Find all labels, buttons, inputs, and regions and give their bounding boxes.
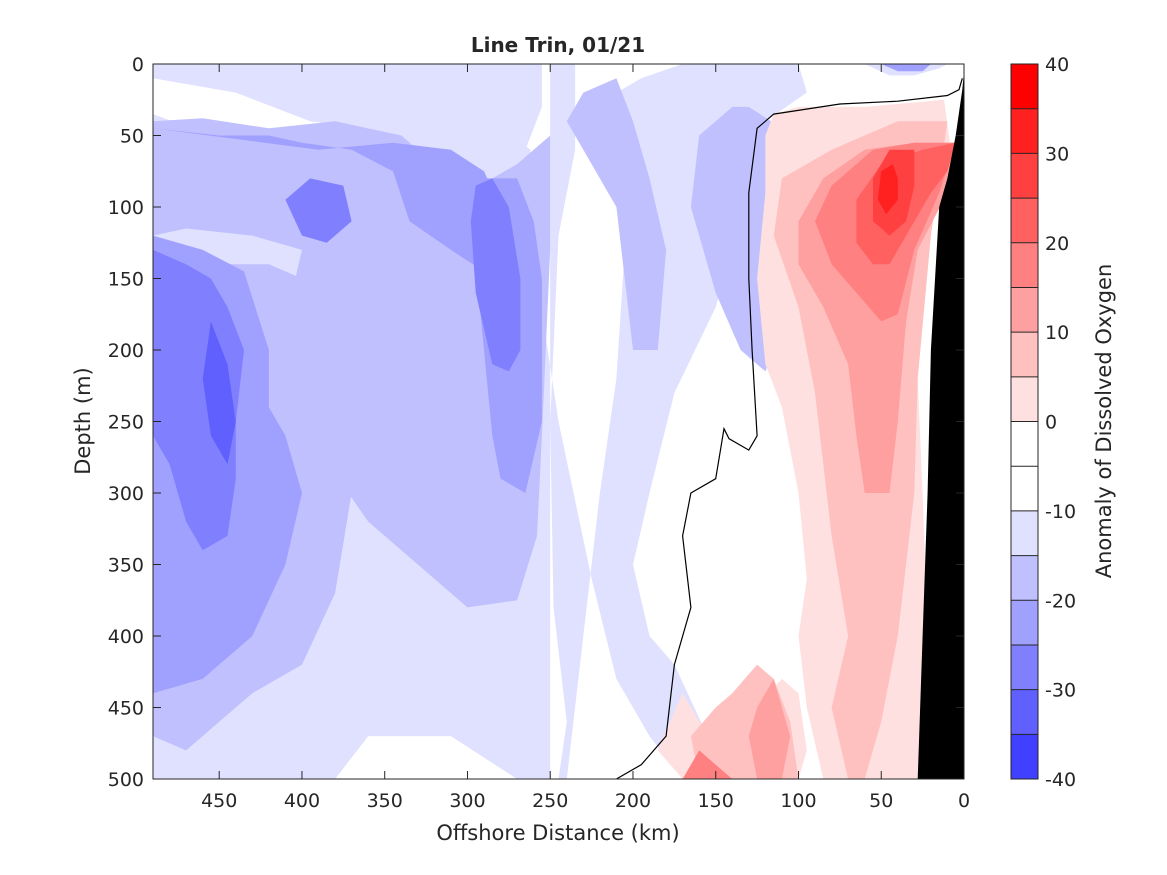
x-axis: 450 400 350 300 250 200 150 100 50 0 <box>201 64 970 812</box>
colorbar-tick-label: -20 <box>1045 590 1076 612</box>
y-tick-label: 50 <box>120 126 144 148</box>
colorbar-tick-label: 0 <box>1045 412 1057 434</box>
colorbar-tick-label: 20 <box>1045 233 1069 255</box>
contour-region-3 <box>566 78 667 351</box>
colorbar-band <box>1011 108 1038 154</box>
contour-region-25 <box>877 164 898 215</box>
colorbar-band <box>1011 153 1038 199</box>
colorbar-band <box>1011 555 1038 601</box>
colorbar-band <box>1011 287 1038 333</box>
x-tick-label: 200 <box>615 790 651 812</box>
x-tick-label: 300 <box>449 790 485 812</box>
zero-contour-layer <box>616 78 963 779</box>
y-tick-label: 350 <box>108 555 144 577</box>
contour-region-10 <box>470 178 521 372</box>
y-tick-label: 200 <box>108 340 144 362</box>
colorbar-band <box>1011 332 1038 377</box>
colorbar-tick-label: -30 <box>1045 680 1076 702</box>
x-tick-label: 350 <box>367 790 403 812</box>
x-tick-label: 400 <box>284 790 320 812</box>
colorbar-frame <box>1010 63 1039 780</box>
y-tick-label: 150 <box>108 269 144 291</box>
colorbar-tick-label: -10 <box>1045 501 1076 523</box>
colorbar-band <box>1011 734 1038 779</box>
colorbar-tick-label: -40 <box>1045 769 1076 791</box>
y-tick-label: 500 <box>108 769 144 791</box>
chart-title: Line Trin, 01/21 <box>471 33 645 57</box>
colorbar-band <box>1011 689 1038 735</box>
colorbar-tick-label: 30 <box>1045 143 1069 165</box>
contour-region-6 <box>153 128 501 279</box>
contour-fill-layer <box>153 64 956 779</box>
colorbar-tick-label: 10 <box>1045 322 1069 344</box>
x-tick-label: 150 <box>698 790 734 812</box>
y-tick-label: 100 <box>108 197 144 219</box>
colorbar-band <box>1011 421 1038 467</box>
colorbar-band <box>1011 644 1038 690</box>
colorbar-band <box>1011 64 1038 109</box>
y-tick-label: 400 <box>108 626 144 648</box>
contour-region-22 <box>682 750 733 779</box>
colorbar-band <box>1011 600 1038 645</box>
x-axis-label: Offshore Distance (km) <box>436 821 679 845</box>
colorbar-band <box>1011 376 1038 422</box>
y-tick-label: 250 <box>108 412 144 434</box>
bathymetry-layer <box>917 71 964 779</box>
colorbar: 40 30 20 10 0 -10 -20 -30 -40 <box>1010 54 1076 791</box>
x-tick-label: 0 <box>958 790 970 812</box>
contour-region-14 <box>881 64 931 72</box>
colorbar-band <box>1011 466 1038 511</box>
y-tick-label: 450 <box>108 698 144 720</box>
contour-region-11 <box>153 249 244 551</box>
colorbar-band <box>1011 242 1038 288</box>
x-tick-label: 100 <box>780 790 816 812</box>
colorbar-label: Anomaly of Dissolved Oxygen <box>1092 264 1116 579</box>
contour-region-20 <box>748 678 791 779</box>
y-tick-label: 0 <box>132 54 144 76</box>
seafloor-bathymetry <box>917 71 964 779</box>
x-tick-label: 250 <box>532 790 568 812</box>
y-axis: 0 50 100 150 200 250 300 350 400 450 500 <box>108 54 964 791</box>
contour-region-9 <box>285 178 352 243</box>
colorbar-band <box>1011 198 1038 243</box>
contour-region-12 <box>202 321 236 465</box>
zero-contour-line <box>616 78 963 779</box>
colorbar-tick-label: 40 <box>1045 54 1069 76</box>
y-axis-label: Depth (m) <box>71 367 95 474</box>
colorbar-band <box>1011 510 1038 556</box>
x-tick-label: 450 <box>201 790 237 812</box>
y-tick-label: 300 <box>108 483 144 505</box>
x-tick-label: 50 <box>869 790 893 812</box>
